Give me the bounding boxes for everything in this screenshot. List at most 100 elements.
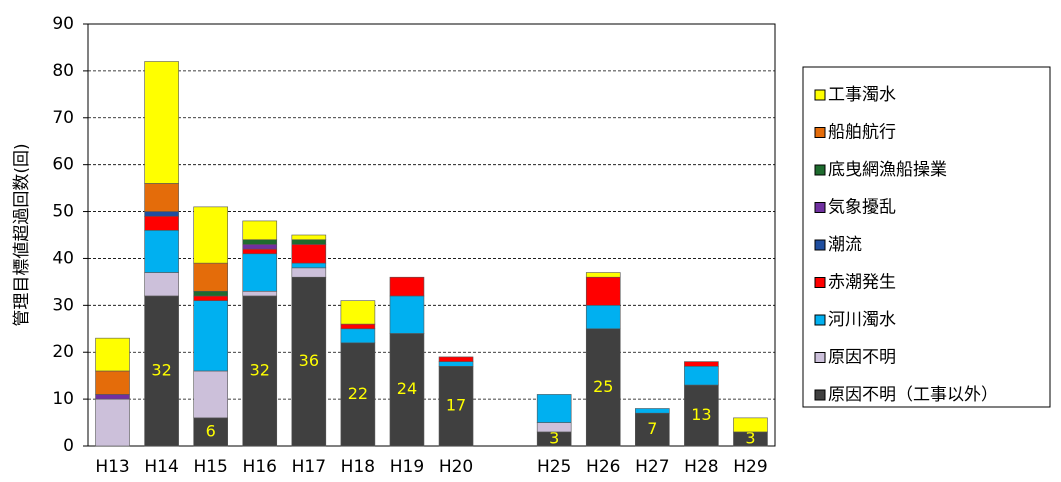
data-label: 3 xyxy=(549,428,559,447)
bar-segment xyxy=(144,183,179,212)
bar-segment xyxy=(193,370,228,419)
y-tick-label: 90 xyxy=(52,14,74,34)
bar-segment xyxy=(291,234,327,240)
bar-segment xyxy=(144,211,179,217)
bar-segment xyxy=(585,305,621,330)
x-tick-label: H16 xyxy=(243,457,277,477)
bar-segment xyxy=(389,295,425,334)
bar-segment xyxy=(340,342,376,447)
data-label: 17 xyxy=(446,396,466,415)
bar-segment xyxy=(389,333,425,447)
legend-label: 原因不明（工事以外） xyxy=(828,385,998,405)
bar-segment xyxy=(95,337,130,372)
y-tick-label: 30 xyxy=(52,295,74,315)
data-label: 25 xyxy=(593,377,613,396)
bar-segment xyxy=(193,417,228,447)
data-label: 36 xyxy=(299,351,319,370)
data-label: 3 xyxy=(745,428,755,447)
bar-segment xyxy=(585,272,621,278)
legend-label: 赤潮発生 xyxy=(828,273,896,293)
legend-label: 船舶航行 xyxy=(828,123,896,143)
bar-segment xyxy=(95,370,130,395)
bar-segment xyxy=(291,239,327,245)
bar-segment xyxy=(193,295,228,301)
x-tick-label: H25 xyxy=(537,457,571,477)
bar-segment xyxy=(684,361,719,367)
x-tick-label: H14 xyxy=(144,457,178,477)
bar-segment xyxy=(242,220,278,240)
legend-swatch xyxy=(814,314,826,326)
data-label: 6 xyxy=(206,421,216,440)
bar-segment xyxy=(438,361,474,367)
bar-segment xyxy=(95,394,130,400)
bar-segment xyxy=(242,248,278,255)
legend-label: 気象擾乱 xyxy=(828,198,896,218)
bar-segment xyxy=(242,244,278,250)
x-tick-label: H26 xyxy=(586,457,620,477)
bar-segment xyxy=(635,412,670,447)
bar-segment xyxy=(389,276,425,297)
legend-swatch xyxy=(814,202,826,213)
legend-swatch xyxy=(814,239,826,251)
bar-segment xyxy=(340,328,376,344)
x-tick-label: H28 xyxy=(684,457,718,477)
legend-swatch xyxy=(814,127,826,138)
bar-segment xyxy=(340,300,376,325)
bar-segment xyxy=(144,215,179,231)
legend-label: 河川濁水 xyxy=(828,310,896,330)
y-tick-label: 80 xyxy=(52,61,74,81)
bar-segment xyxy=(144,230,179,273)
data-label: 24 xyxy=(397,379,417,398)
x-tick-label: H18 xyxy=(341,457,375,477)
bar-segment xyxy=(291,244,327,264)
y-tick-label: 10 xyxy=(52,389,74,409)
bar-segment xyxy=(291,276,327,447)
bar-segment xyxy=(585,276,621,306)
bar-segment xyxy=(291,267,327,278)
x-tick-label: H27 xyxy=(635,457,669,477)
y-tick-label: 70 xyxy=(52,108,74,128)
y-tick-label: 0 xyxy=(63,436,74,456)
plot-frame xyxy=(87,23,776,447)
legend-swatch xyxy=(814,389,826,401)
x-tick-label: H19 xyxy=(390,457,424,477)
data-label: 7 xyxy=(647,419,657,438)
legend-swatch xyxy=(814,352,826,363)
data-label: 32 xyxy=(250,360,270,379)
bar-segment xyxy=(242,295,278,447)
x-tick-label: H15 xyxy=(193,457,227,477)
bar-segment xyxy=(193,206,228,264)
bar-segment xyxy=(193,300,228,372)
bar-segment xyxy=(193,262,228,292)
y-axis-title: 管理目標値超過回数(回) xyxy=(12,143,32,326)
bar-segment xyxy=(536,422,572,433)
legend-box xyxy=(802,66,1051,408)
bar-segment xyxy=(536,394,572,423)
bar-segment xyxy=(144,295,179,447)
bar-segment xyxy=(684,384,719,447)
legend-label: 工事濁水 xyxy=(828,85,896,105)
legend-label: 潮流 xyxy=(828,235,862,255)
bar-segment xyxy=(291,262,327,269)
legend-swatch xyxy=(814,277,826,288)
bar-segment xyxy=(340,323,376,330)
bar-segment xyxy=(95,398,130,447)
x-tick-label: H29 xyxy=(733,457,767,477)
bar-segment xyxy=(242,239,278,245)
x-tick-label: H13 xyxy=(95,457,129,477)
bar-segment xyxy=(193,290,228,297)
bar-segment xyxy=(733,417,768,433)
bar-segment xyxy=(242,253,278,292)
data-label: 13 xyxy=(691,405,711,424)
bar-segment xyxy=(684,365,719,386)
legend-label: 原因不明 xyxy=(828,348,896,368)
bar-segment xyxy=(438,356,474,362)
legend-swatch xyxy=(814,89,826,101)
x-tick-label: H20 xyxy=(439,457,473,477)
x-tick-label: H17 xyxy=(292,457,326,477)
bar-segment xyxy=(144,272,179,297)
y-tick-label: 50 xyxy=(52,202,74,222)
legend-swatch xyxy=(814,164,826,176)
data-label: 22 xyxy=(348,384,368,403)
bar-segment xyxy=(585,328,621,447)
